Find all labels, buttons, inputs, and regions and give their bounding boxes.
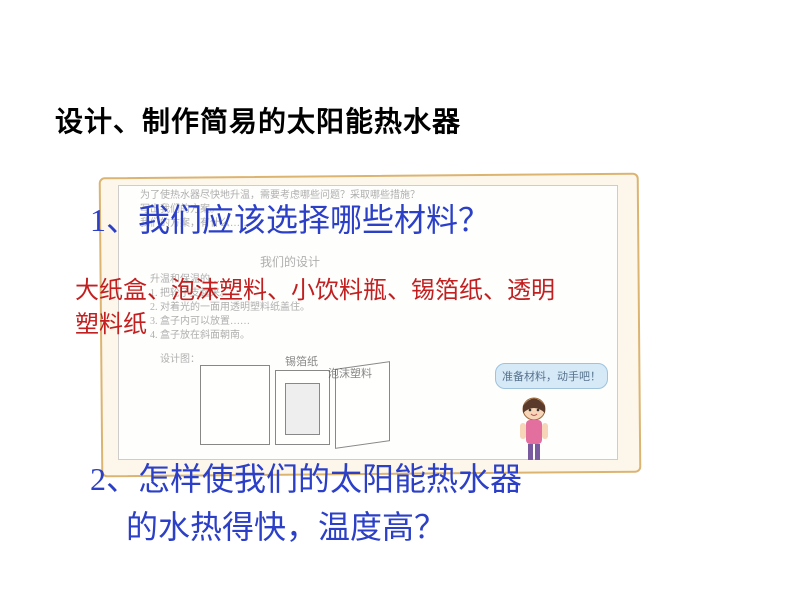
answer-1: 大纸盒、泡沫塑料、小饮料瓶、锡箔纸、透明 塑料纸 (75, 275, 555, 342)
sketch-box-left (200, 365, 270, 445)
bg-design-title: 我们的设计 (260, 255, 320, 271)
answer-1-line2: 塑料纸 (75, 309, 555, 343)
sketch-label-foam: 泡沫塑料 (328, 365, 372, 381)
speech-bubble: 准备材料，动手吧！ (495, 363, 608, 389)
question-2-line2: 的水热得快，温度高？ (126, 503, 522, 551)
sketch-label-tin: 锡箔纸 (285, 353, 318, 369)
bg-sketch-caption: 设计图： (160, 353, 200, 366)
question-1: 1、我们应该选择哪些材料？ (90, 195, 490, 241)
question-2-line1: 2、怎样使我们的太阳能热水器 (90, 455, 522, 503)
page-title: 设计、制作简易的太阳能热水器 (55, 100, 461, 140)
sketch-bottle (285, 383, 320, 435)
question-2: 2、怎样使我们的太阳能热水器 的水热得快，温度高？ (90, 455, 522, 551)
answer-1-line1: 大纸盒、泡沫塑料、小饮料瓶、锡箔纸、透明 (75, 275, 555, 309)
girl-icon (510, 393, 558, 463)
